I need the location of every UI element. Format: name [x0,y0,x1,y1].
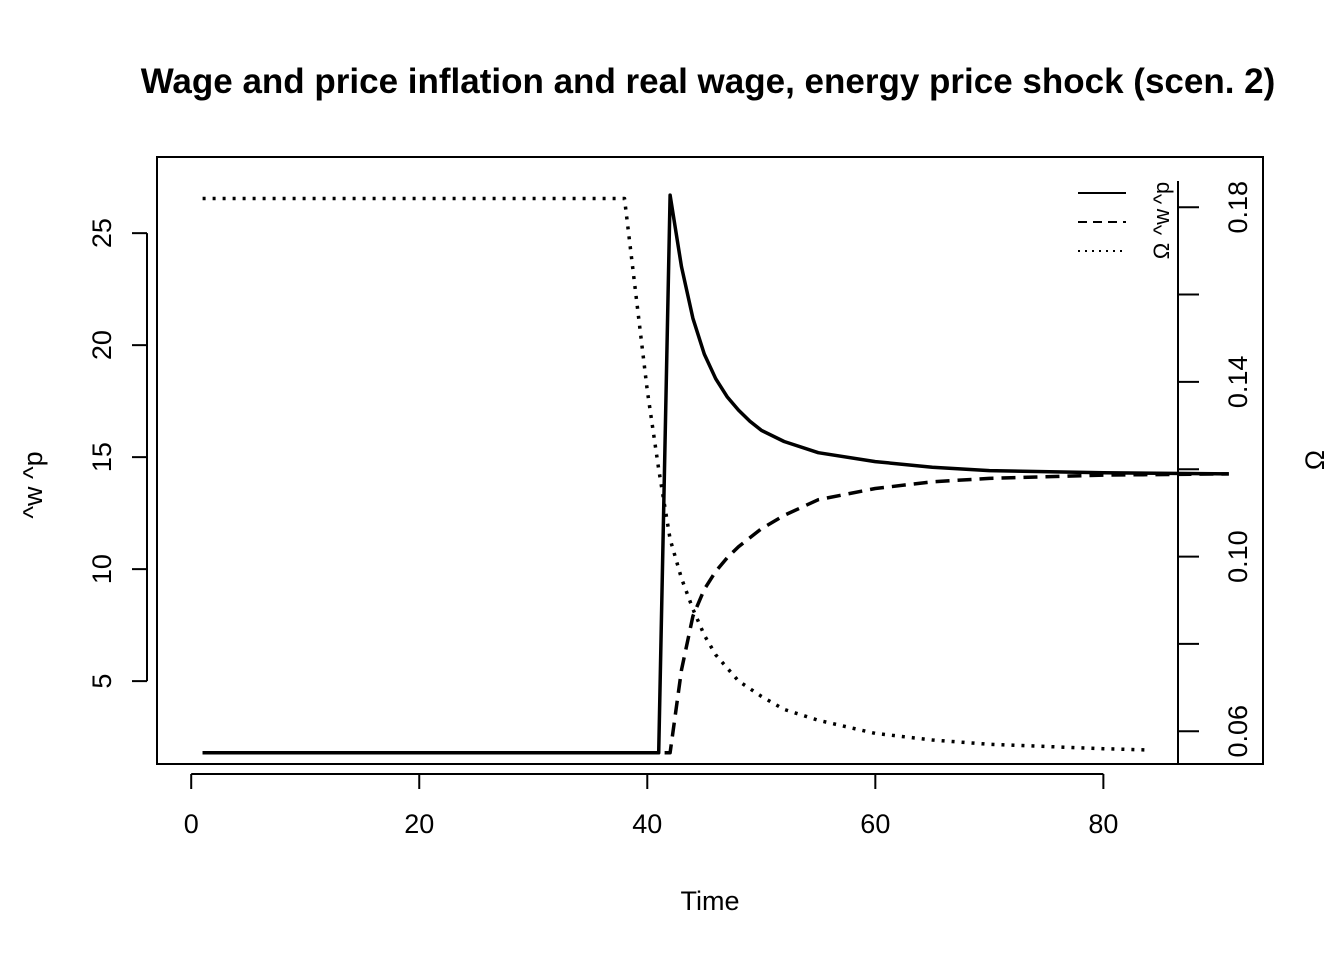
y-axis-label-right: Ω [1300,450,1330,470]
y-tick-label-right: 0.18 [1223,181,1253,234]
series-line-2 [202,196,1150,752]
x-tick-label: 80 [1088,809,1118,839]
y-tick-label-left: 20 [87,330,117,360]
y-axis-label-left: ^w ^p [18,451,48,518]
x-tick-label: 40 [632,809,662,839]
x-axis: 0 20 40 60 80 [184,773,1118,839]
y-tick-label-left: 10 [87,554,117,584]
series-layer [202,193,1229,755]
y-tick-label-left: 15 [87,442,117,472]
y-tick-label-right: 0.06 [1223,705,1253,758]
y-tick-label-right: 0.10 [1223,530,1253,583]
legend-label-0: ^p [1149,182,1174,205]
y-tick-label-left: 5 [87,674,117,689]
legend-label-1: ^w [1149,209,1174,235]
series-line-0 [202,193,1229,755]
series-line-1 [202,472,1229,755]
x-axis-label: Time [681,886,740,916]
y-tick-label-right: 0.14 [1223,356,1253,409]
legend: ^p ^w Ω [1078,182,1174,259]
chart-title: Wage and price inflation and real wage, … [141,62,1276,101]
y-axis-left: 5 10 15 20 25 [87,218,148,689]
y-tick-label-left: 25 [87,218,117,248]
x-tick-label: 60 [860,809,890,839]
x-tick-label: 20 [404,809,434,839]
x-tick-label: 0 [184,809,199,839]
plot-box [156,156,1264,765]
legend-label-2: Ω [1149,243,1174,259]
